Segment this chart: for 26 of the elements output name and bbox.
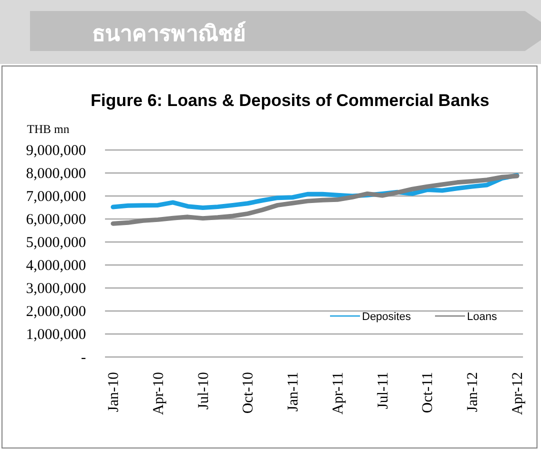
legend-label: Deposites <box>362 311 412 323</box>
x-tick-label: Oct-10 <box>240 372 257 414</box>
x-tick-label: Jan-10 <box>106 372 122 412</box>
line-series <box>110 174 520 226</box>
y-tick-label: 2,000,000 <box>26 304 86 320</box>
y-tick-label: 3,000,000 <box>26 281 86 297</box>
y-tick-label: 4,000,000 <box>26 258 86 274</box>
x-tick-label: Apr-11 <box>330 372 346 414</box>
y-tick-label: 5,000,000 <box>26 235 86 251</box>
x-tick-label: Jul-10 <box>196 372 212 410</box>
y-tick-label: - <box>81 350 86 366</box>
x-tick-label: Apr-12 <box>510 372 526 416</box>
legend-label: Loans <box>467 311 498 323</box>
x-tick-label: Apr-10 <box>150 372 167 416</box>
y-tick-label: 1,000,000 <box>26 327 86 343</box>
chart-subtitle: Figure 6: Loans & Deposits of Commercial Banks <box>90 91 490 110</box>
x-tick-label: Oct-11 <box>420 372 436 414</box>
y-tick-label: 7,000,000 <box>26 189 86 205</box>
y-tick-label: 8,000,000 <box>26 166 86 182</box>
y-tick-label: 9,000,000 <box>26 143 86 159</box>
y-tick-label: 6,000,000 <box>26 212 86 228</box>
chart-title: ธนาคารพาณิชย์ <box>92 21 246 47</box>
x-tick-label: Jan-12 <box>465 372 482 412</box>
x-tick-label: Jul-11 <box>375 372 392 409</box>
y-axis-title: THB mn <box>27 122 70 136</box>
x-tick-label: Jan-11 <box>286 372 302 412</box>
